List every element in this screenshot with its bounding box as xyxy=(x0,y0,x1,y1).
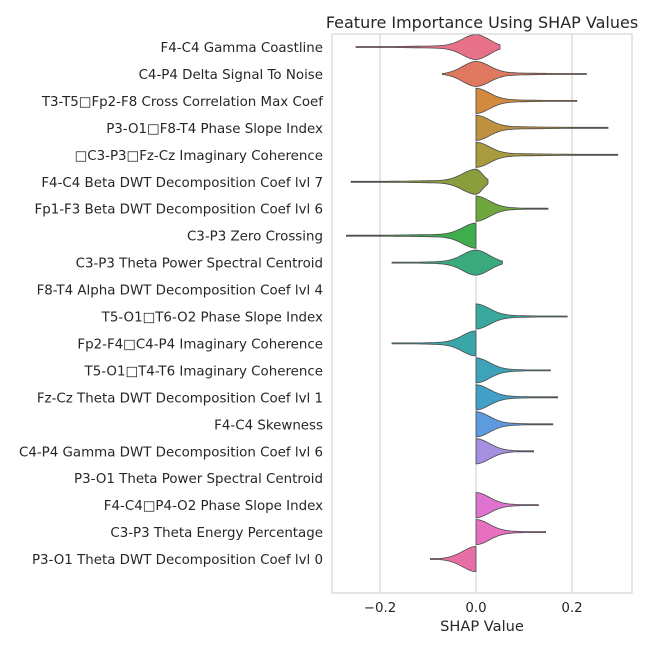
feature-label: F4-C4 Skewness xyxy=(214,418,323,433)
feature-label: F4-C4□P4-O2 Phase Slope Index xyxy=(104,499,323,514)
feature-label: □C3-P3□Fz-Cz Imaginary Coherence xyxy=(75,149,323,164)
violin-shape xyxy=(475,357,551,384)
feature-labels: F4-C4 Gamma Coastline C4-P4 Delta Signal … xyxy=(19,41,323,568)
feature-label: C3-P3 Theta Power Spectral Centroid xyxy=(76,257,323,272)
x-axis-label: SHAP Value xyxy=(440,618,524,635)
violin-shape xyxy=(475,384,558,411)
feature-label: C3-P3 Theta Energy Percentage xyxy=(110,526,323,541)
feature-label: C4-P4 Gamma DWT Decomposition Coef lvl 6 xyxy=(19,445,323,460)
x-tick-label: 0.0 xyxy=(465,601,486,616)
feature-label: Fp1-F3 Beta DWT Decomposition Coef lvl 6 xyxy=(35,203,324,218)
violin-shape xyxy=(475,141,618,168)
violin-layer xyxy=(346,33,618,572)
x-tick-labels: −0.2 0.0 0.2 xyxy=(364,601,583,616)
violin-shape xyxy=(430,545,477,572)
violin-shape xyxy=(355,33,501,61)
feature-label: C3-P3 Zero Crossing xyxy=(187,230,323,245)
feature-label: C4-P4 Delta Signal To Noise xyxy=(139,68,323,83)
violin-shape xyxy=(475,438,534,465)
x-tick-label: −0.2 xyxy=(364,601,397,616)
violin-shape xyxy=(475,195,549,222)
feature-label: T3-T5□Fp2-F8 Cross Correlation Max Coef xyxy=(41,95,323,110)
violin-shape xyxy=(346,222,477,249)
violin-shape xyxy=(475,411,554,438)
violin-shape xyxy=(391,330,477,357)
feature-label: Fp2-F4□C4-P4 Imaginary Coherence xyxy=(77,337,323,352)
feature-label: P3-O1 Theta Power Spectral Centroid xyxy=(74,472,323,487)
plot-frame xyxy=(331,33,633,594)
feature-label: T5-O1□T4-T6 Imaginary Coherence xyxy=(84,364,323,379)
feature-label: P3-O1□F8-T4 Phase Slope Index xyxy=(106,122,323,137)
violin-shape xyxy=(391,249,503,276)
feature-label: Fz-Cz Theta DWT Decomposition Coef lvl 1 xyxy=(37,391,323,406)
violin-shape xyxy=(475,114,609,141)
feature-label: F4-C4 Beta DWT Decomposition Coef lvl 7 xyxy=(41,176,323,191)
violin-shape xyxy=(475,303,568,330)
violin-shape xyxy=(475,519,546,546)
violin-shape xyxy=(475,87,578,114)
feature-label: F8-T4 Alpha DWT Decomposition Coef lvl 4 xyxy=(37,284,323,299)
feature-label: F4-C4 Gamma Coastline xyxy=(161,41,323,56)
chart-title: Feature Importance Using SHAP Values xyxy=(326,13,638,32)
violin-shape xyxy=(475,492,539,519)
violin-shape xyxy=(442,60,587,87)
violin-shape xyxy=(350,168,489,195)
feature-label: P3-O1 Theta DWT Decomposition Coef lvl 0 xyxy=(32,553,323,568)
feature-label: T5-O1□T6-O2 Phase Slope Index xyxy=(101,311,323,326)
x-tick-label: 0.2 xyxy=(561,601,582,616)
